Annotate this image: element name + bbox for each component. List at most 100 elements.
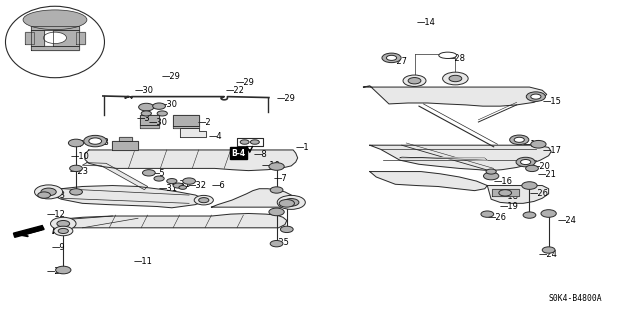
Polygon shape: [119, 137, 132, 141]
Circle shape: [483, 172, 499, 180]
Text: —29: —29: [236, 78, 255, 87]
Polygon shape: [140, 125, 159, 128]
Polygon shape: [173, 125, 198, 128]
Text: S0K4-B4800A: S0K4-B4800A: [548, 294, 602, 303]
Circle shape: [509, 135, 529, 145]
Circle shape: [141, 111, 152, 116]
Polygon shape: [364, 86, 547, 106]
Text: —14: —14: [417, 18, 436, 27]
Circle shape: [70, 189, 83, 195]
Circle shape: [157, 111, 168, 116]
Circle shape: [280, 226, 293, 233]
Circle shape: [56, 266, 71, 274]
Polygon shape: [76, 33, 85, 44]
Text: —16: —16: [493, 177, 513, 186]
Circle shape: [41, 188, 56, 196]
Circle shape: [240, 140, 249, 144]
Text: —10: —10: [261, 161, 280, 170]
Text: —23: —23: [70, 167, 89, 176]
Text: —4: —4: [208, 132, 222, 141]
Circle shape: [408, 78, 421, 84]
Text: —31: —31: [172, 180, 191, 189]
Circle shape: [38, 192, 51, 198]
Ellipse shape: [23, 10, 87, 30]
Circle shape: [526, 92, 545, 101]
Text: —19: —19: [500, 202, 519, 211]
Circle shape: [525, 165, 538, 172]
Circle shape: [143, 170, 156, 176]
Circle shape: [84, 135, 107, 147]
Text: —3: —3: [137, 114, 150, 123]
Text: —1: —1: [296, 143, 309, 152]
Circle shape: [403, 75, 426, 86]
Circle shape: [51, 217, 76, 230]
Text: —7: —7: [71, 140, 84, 149]
Circle shape: [382, 53, 401, 63]
Text: —20: —20: [532, 162, 551, 171]
Circle shape: [270, 241, 283, 247]
Circle shape: [57, 220, 70, 227]
Polygon shape: [31, 30, 44, 46]
Polygon shape: [140, 115, 159, 125]
Polygon shape: [487, 186, 548, 203]
Circle shape: [270, 187, 283, 193]
Text: —30: —30: [159, 100, 178, 109]
Polygon shape: [492, 189, 519, 196]
Polygon shape: [57, 213, 287, 228]
Circle shape: [499, 190, 511, 196]
Text: —12: —12: [47, 210, 65, 219]
Text: —15: —15: [523, 140, 542, 149]
Polygon shape: [53, 30, 79, 46]
Text: —29: —29: [276, 94, 296, 103]
Circle shape: [173, 183, 183, 188]
Polygon shape: [370, 172, 487, 191]
Text: —10: —10: [71, 152, 90, 161]
Polygon shape: [173, 115, 198, 126]
Polygon shape: [400, 157, 487, 160]
Text: —30: —30: [149, 117, 168, 127]
Circle shape: [35, 185, 63, 199]
Circle shape: [449, 75, 462, 82]
Circle shape: [541, 210, 556, 217]
Polygon shape: [370, 145, 551, 171]
Text: —24: —24: [538, 250, 557, 259]
Circle shape: [250, 140, 259, 144]
Circle shape: [522, 182, 537, 189]
Text: —22: —22: [225, 86, 244, 95]
Polygon shape: [83, 163, 148, 190]
Text: —6: —6: [211, 181, 225, 190]
Circle shape: [520, 160, 531, 165]
Text: B-4: B-4: [231, 149, 245, 158]
Circle shape: [70, 165, 83, 172]
Circle shape: [167, 179, 177, 184]
Circle shape: [54, 226, 73, 236]
Text: —18: —18: [500, 192, 519, 202]
Circle shape: [387, 55, 397, 60]
Polygon shape: [44, 186, 206, 208]
Text: —2: —2: [197, 117, 211, 127]
Text: —11: —11: [134, 257, 152, 266]
Circle shape: [486, 169, 496, 174]
Circle shape: [58, 228, 68, 234]
Circle shape: [443, 72, 468, 85]
Text: —27: —27: [389, 57, 408, 66]
Text: —32: —32: [187, 181, 206, 190]
Circle shape: [68, 139, 84, 147]
Polygon shape: [85, 150, 298, 171]
Text: —13: —13: [47, 190, 66, 200]
Text: —17: —17: [542, 146, 561, 155]
Circle shape: [44, 32, 67, 44]
Polygon shape: [179, 128, 206, 137]
Text: —8: —8: [95, 138, 109, 147]
Text: —24: —24: [557, 216, 577, 225]
Circle shape: [284, 198, 299, 206]
Circle shape: [89, 138, 102, 144]
Text: —15: —15: [542, 97, 561, 106]
Circle shape: [139, 103, 154, 111]
Circle shape: [269, 208, 284, 216]
Circle shape: [154, 176, 164, 181]
Circle shape: [481, 211, 493, 217]
Text: —23: —23: [47, 267, 66, 276]
Polygon shape: [237, 138, 262, 146]
Polygon shape: [211, 189, 298, 207]
